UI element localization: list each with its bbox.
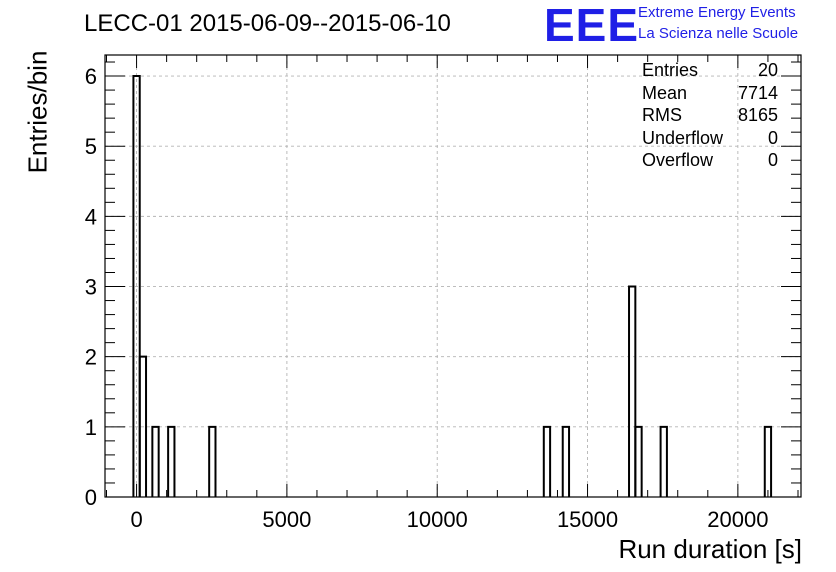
x-tick-label: 5000 (262, 507, 311, 532)
stat-label: RMS (642, 105, 682, 125)
y-axis-label: Entries/bin (22, 50, 53, 174)
stat-row-mean: Mean 7714 (642, 83, 778, 106)
stat-label: Overflow (642, 150, 714, 170)
tick-labels: 0 5000 10000 15000 20000 0 1 2 3 4 5 6 (85, 64, 769, 532)
histogram-bar (659, 425, 668, 497)
x-tick-label: 20000 (707, 507, 768, 532)
stat-value: 20 (757, 60, 778, 80)
stat-value: 0 (767, 150, 778, 170)
chart-title: LECC-01 2015-06-09--2015-06-10 (84, 10, 451, 37)
histogram-bars (132, 75, 773, 497)
y-tick-label: 2 (85, 345, 97, 370)
stat-row-underflow: Underflow 0 (642, 128, 778, 151)
y-tick-label: 1 (85, 415, 97, 440)
logo-line-1: Extreme Energy Events (638, 4, 796, 21)
histogram-bar (561, 425, 571, 497)
x-axis-label: Run duration [s] (618, 534, 802, 564)
stat-value: 8165 (737, 105, 778, 125)
stat-row-overflow: Overflow 0 (642, 150, 778, 173)
y-tick-label: 5 (85, 134, 97, 159)
histogram-bar (628, 285, 637, 497)
stat-label: Underflow (642, 127, 724, 148)
x-tick-label: 0 (130, 507, 142, 532)
x-tick-label: 15000 (557, 507, 618, 532)
logo-line-2: La Scienza nelle Scuole (638, 25, 799, 42)
stat-value: 7714 (737, 82, 778, 103)
stat-label: Entries (642, 60, 699, 80)
histogram-bar (634, 425, 643, 497)
histogram-bar (138, 355, 148, 497)
stats-box: Entries 20 Mean 7714 RMS 8165 Underflow … (642, 60, 778, 173)
grid-lines (105, 55, 801, 497)
histogram-bar (151, 425, 160, 497)
axis-ticks (105, 55, 801, 498)
histogram-bar (763, 425, 773, 497)
x-tick-label: 10000 (407, 507, 468, 532)
stat-label: Mean (642, 82, 688, 103)
stat-row-rms: RMS 8165 (642, 105, 778, 128)
histogram-bar (208, 425, 217, 497)
histogram-bar (132, 75, 141, 497)
y-tick-label: 0 (85, 485, 97, 510)
stat-value: 0 (767, 127, 778, 148)
eee-logo: EEE Extreme Energy Events La Scienza nel… (544, 0, 834, 51)
histogram-bar (167, 425, 176, 497)
y-tick-label: 4 (85, 204, 97, 229)
y-tick-label: 3 (85, 275, 97, 300)
y-tick-label: 6 (85, 64, 97, 89)
logo-mark: EEE (544, 0, 640, 51)
plot-frame (104, 54, 802, 498)
stat-row-entries: Entries 20 (642, 60, 778, 83)
histogram-bar (542, 425, 552, 497)
